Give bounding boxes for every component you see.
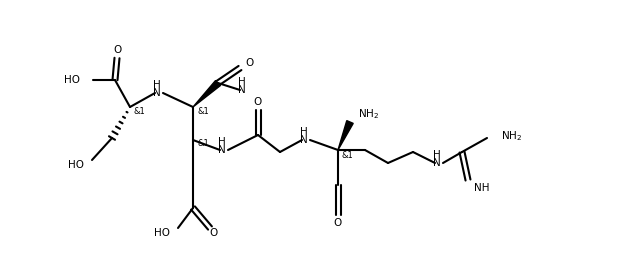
Text: N: N xyxy=(218,145,226,155)
Text: H: H xyxy=(153,80,161,90)
Text: O: O xyxy=(245,58,253,68)
Text: O: O xyxy=(210,228,218,238)
Text: O: O xyxy=(254,97,262,107)
Text: H: H xyxy=(238,77,246,87)
Text: &1: &1 xyxy=(197,140,209,148)
Text: HO: HO xyxy=(64,75,80,85)
Text: O: O xyxy=(334,218,342,228)
Text: &1: &1 xyxy=(342,150,354,160)
Text: H: H xyxy=(433,150,441,160)
Text: HO: HO xyxy=(154,228,170,238)
Text: H: H xyxy=(300,127,308,137)
Text: N: N xyxy=(153,88,161,98)
Text: NH$_2$: NH$_2$ xyxy=(358,107,379,121)
Polygon shape xyxy=(193,80,220,107)
Text: N: N xyxy=(238,85,246,95)
Text: N: N xyxy=(433,158,441,168)
Text: H: H xyxy=(218,137,226,147)
Text: HO: HO xyxy=(68,160,84,170)
Text: O: O xyxy=(113,45,121,55)
Text: &1: &1 xyxy=(134,106,146,116)
Text: NH: NH xyxy=(474,183,490,193)
Text: N: N xyxy=(300,135,308,145)
Polygon shape xyxy=(338,121,353,150)
Text: NH$_2$: NH$_2$ xyxy=(501,129,522,143)
Text: &1: &1 xyxy=(197,106,209,116)
